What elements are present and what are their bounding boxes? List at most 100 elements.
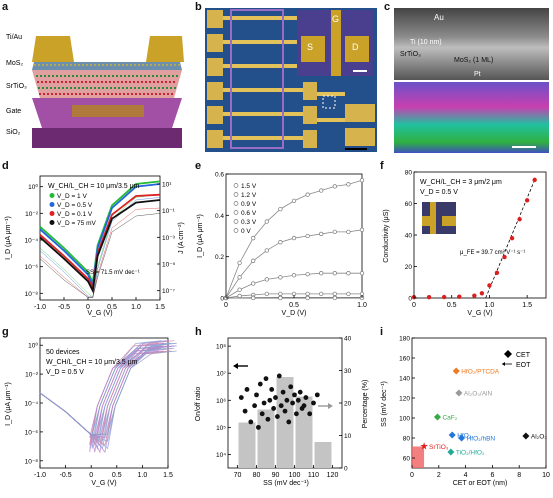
label-srtio3-c: SrTiO₃ xyxy=(400,51,421,58)
x-tick-label: 0.5 xyxy=(289,302,299,309)
f-yticks: 0 20 40 60 80 xyxy=(405,170,417,303)
panel-e-chart: 0 0.5 1.0 0 0.2 0.4 0.6 1.5 V 1.2 V 0.9 V 0.6 V 0… xyxy=(197,172,367,318)
panel-h-chart: 70 80 90 100 110 120 10⁸ 10⁷ 10⁶ 10⁵ 10⁴ 0 10 20 30 4… xyxy=(195,336,369,488)
e-legend-marker xyxy=(233,192,239,197)
f-data-point xyxy=(487,283,492,288)
y-tick-label: 160 xyxy=(399,356,410,363)
e-series-point xyxy=(305,291,310,297)
y-tick-label: 40 xyxy=(344,336,352,343)
i-xticks: 0 2 4 6 8 10 xyxy=(410,465,550,479)
panel-d-chart: -1.0 -0.5 0 0.5 1.0 1.5 10⁰ 10⁻² 10⁻⁴ 10⁻⁶ 10⁻⁸ 1… xyxy=(5,175,185,317)
i-point-label: CaF₂ xyxy=(442,415,457,422)
x-tick-label: 1.5 xyxy=(522,302,532,309)
x-tick-label: 0 xyxy=(224,302,228,309)
e-series-point xyxy=(291,198,297,204)
x-tick-label: 100 xyxy=(289,472,301,479)
y-tick-label: 10⁻² xyxy=(25,211,39,218)
inset-label-drain: D xyxy=(352,42,359,52)
e-legend-label: 1.2 V xyxy=(241,192,257,199)
y-tick-label: 10⁻⁷ xyxy=(162,288,176,295)
inset-label-source: S xyxy=(307,42,314,52)
y-tick-label: 40 xyxy=(405,233,413,240)
x-tick-label: 4 xyxy=(464,472,468,479)
panel-a-schematic: Ti/Au MoS₂ SrTiO₃ Gate SiO₂ xyxy=(4,10,184,155)
panel-label-g: g xyxy=(2,326,9,338)
d-ylabel: I_D (μA μm⁻¹) xyxy=(5,216,12,260)
x-tick-label: 120 xyxy=(327,472,339,479)
d-yticks: 10⁰ 10⁻² 10⁻⁴ 10⁻⁶ 10⁻⁸ xyxy=(25,183,43,298)
x-tick-label: 1.0 xyxy=(485,302,495,309)
g-annotation-geometry: W_CH/L_CH = 10 μm/3.5 μm xyxy=(46,359,138,366)
e-series-point xyxy=(264,248,269,253)
e-series-point xyxy=(264,291,269,297)
y-tick-label: 10⁸ xyxy=(216,344,226,351)
y-tick-label: 30 xyxy=(344,368,352,375)
d-legend-marker xyxy=(49,202,55,207)
d-legend-marker xyxy=(49,211,55,216)
panel-label-e: e xyxy=(195,160,202,172)
x-tick-label: 0 xyxy=(410,472,414,479)
d-series-linear-line xyxy=(39,197,161,298)
e-series-point xyxy=(332,295,337,301)
stem-image xyxy=(394,8,549,80)
e-series-point xyxy=(237,293,242,299)
d-series-line xyxy=(39,199,161,294)
y-tick-label: 180 xyxy=(399,336,410,343)
d-annotation-geometry: W_CH/L_CH = 10 μm/3.5 μm xyxy=(48,183,140,190)
y-tick-label: 10⁻⁶ xyxy=(25,429,39,436)
label-srtio3: SrTiO₃ xyxy=(6,83,27,90)
i-point-marker xyxy=(522,432,530,440)
y-tick-label: 60 xyxy=(405,201,413,208)
x-tick-label: 80 xyxy=(253,472,261,479)
y-tick-label: 0.4 xyxy=(215,213,224,220)
x-tick-label: 2 xyxy=(437,472,441,479)
e-series-point xyxy=(332,229,337,235)
y-tick-label: 0 xyxy=(220,296,224,303)
d-series-linear-line xyxy=(39,213,161,298)
e-series-point xyxy=(237,275,242,280)
y-tick-label: 0.2 xyxy=(215,254,224,261)
y-tick-label: 0.6 xyxy=(215,172,224,179)
d-legend-label: V_D = 75 mV xyxy=(57,220,97,227)
x-tick-label: 10 xyxy=(542,472,550,479)
h-device-point xyxy=(292,392,297,398)
e-series-point xyxy=(319,231,324,237)
d-legend-label: V_D = 0.5 V xyxy=(57,202,93,209)
i-point-marker xyxy=(447,448,455,456)
y-tick-label: 0 xyxy=(408,296,412,303)
i-ylabel: SS (mV dec⁻¹) xyxy=(381,381,388,427)
g-device-curve xyxy=(39,342,177,436)
f-annotation-vd: V_D = 0.5 V xyxy=(420,189,458,196)
e-series-point xyxy=(346,182,351,187)
x-tick-label: -1.0 xyxy=(34,472,46,479)
f-data-point xyxy=(502,254,507,260)
i-point-label: HfO₂/hBN xyxy=(467,436,496,443)
e-series-point xyxy=(291,273,297,278)
y-tick-label: 60 xyxy=(403,456,411,463)
x-tick-label: -0.5 xyxy=(58,304,70,311)
inset-label-gate: G xyxy=(332,14,340,24)
h-device-point xyxy=(288,384,294,390)
electrode-pads xyxy=(207,10,375,148)
h-ylabel: On/off ratio xyxy=(195,387,202,422)
e-series-point xyxy=(278,275,283,280)
e-series-point xyxy=(346,291,351,297)
h-device-point xyxy=(238,395,244,400)
label-mos2: MoS₂ xyxy=(6,60,23,67)
h-device-point xyxy=(257,381,263,387)
i-legend: CET EOT xyxy=(502,350,531,369)
e-legend-marker xyxy=(233,228,239,233)
f-data-point xyxy=(517,217,522,222)
label-pt: Pt xyxy=(474,71,481,78)
i-point-marker xyxy=(452,367,460,375)
label-sio2: SiO₂ xyxy=(6,129,21,136)
f-data-point xyxy=(479,291,485,296)
y-tick-label: 10⁻⁴ xyxy=(25,238,39,245)
i-yticks: 60 80 100 120 140 160 180 xyxy=(399,336,415,463)
e-series-point xyxy=(251,235,256,241)
x-tick-label: 6 xyxy=(490,472,494,479)
y-tick-label: 10⁻⁶ xyxy=(25,264,39,271)
e-series-point xyxy=(264,277,269,282)
x-tick-label: 1.0 xyxy=(138,472,148,479)
h-device-point xyxy=(275,414,280,419)
